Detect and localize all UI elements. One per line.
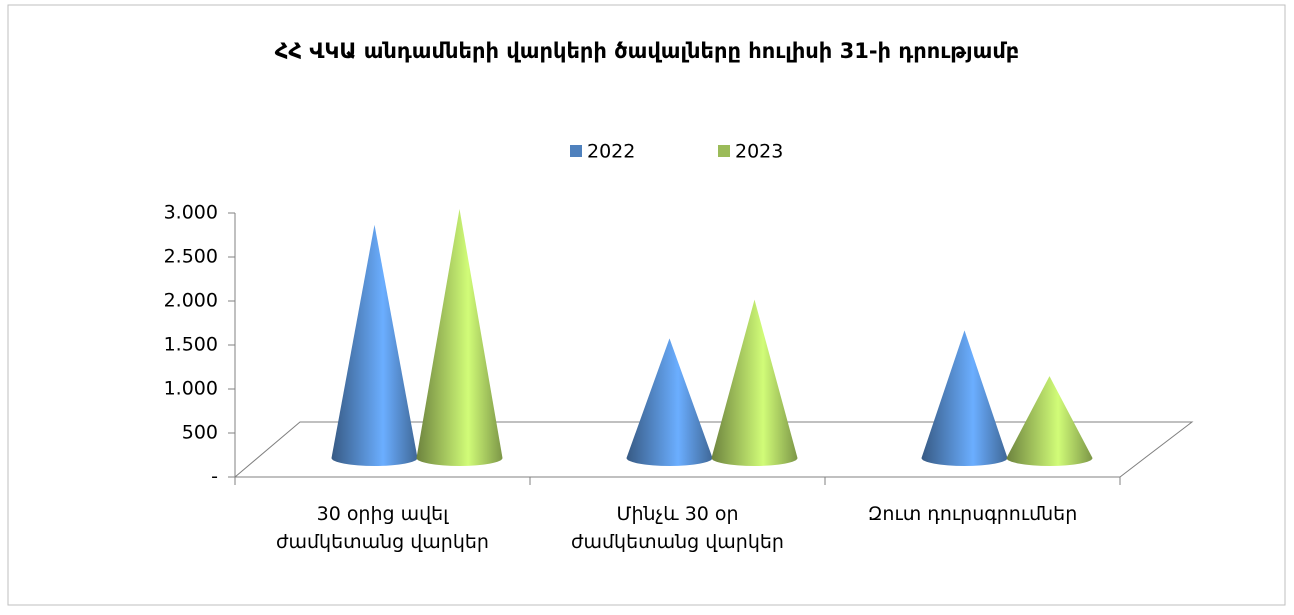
cone bbox=[711, 299, 798, 466]
cone bbox=[331, 224, 418, 466]
x-tick-label: Մինչև 30 օր ժամկետանց վարկեր bbox=[571, 503, 784, 553]
y-tick-label: 1.500 bbox=[164, 334, 218, 356]
x-tick-label: 30 օրից ավել ժամկետանց վարկեր bbox=[276, 503, 489, 553]
cone bbox=[416, 208, 503, 466]
cone bbox=[921, 330, 1008, 466]
y-tick-label: 3.000 bbox=[164, 202, 218, 224]
y-tick-label: - bbox=[211, 466, 218, 488]
y-tick-label: 2.000 bbox=[164, 290, 218, 312]
legend-swatch bbox=[718, 145, 730, 157]
chart-title: ՀՀ ՎԿԱ անդամների վարկերի ծավալները հուլի… bbox=[275, 39, 1020, 63]
legend-label: 2023 bbox=[735, 141, 783, 163]
x-tick-label: Զուտ դուրսգրումներ bbox=[867, 503, 1078, 525]
cone bbox=[626, 338, 713, 466]
y-tick-label: 2.500 bbox=[164, 246, 218, 268]
legend-swatch bbox=[570, 145, 582, 157]
chart-border bbox=[7, 4, 1286, 606]
y-tick-label: 500 bbox=[182, 422, 218, 444]
legend-label: 2022 bbox=[587, 141, 635, 163]
y-tick-label: 1.000 bbox=[164, 378, 218, 400]
cone bbox=[1006, 376, 1093, 466]
